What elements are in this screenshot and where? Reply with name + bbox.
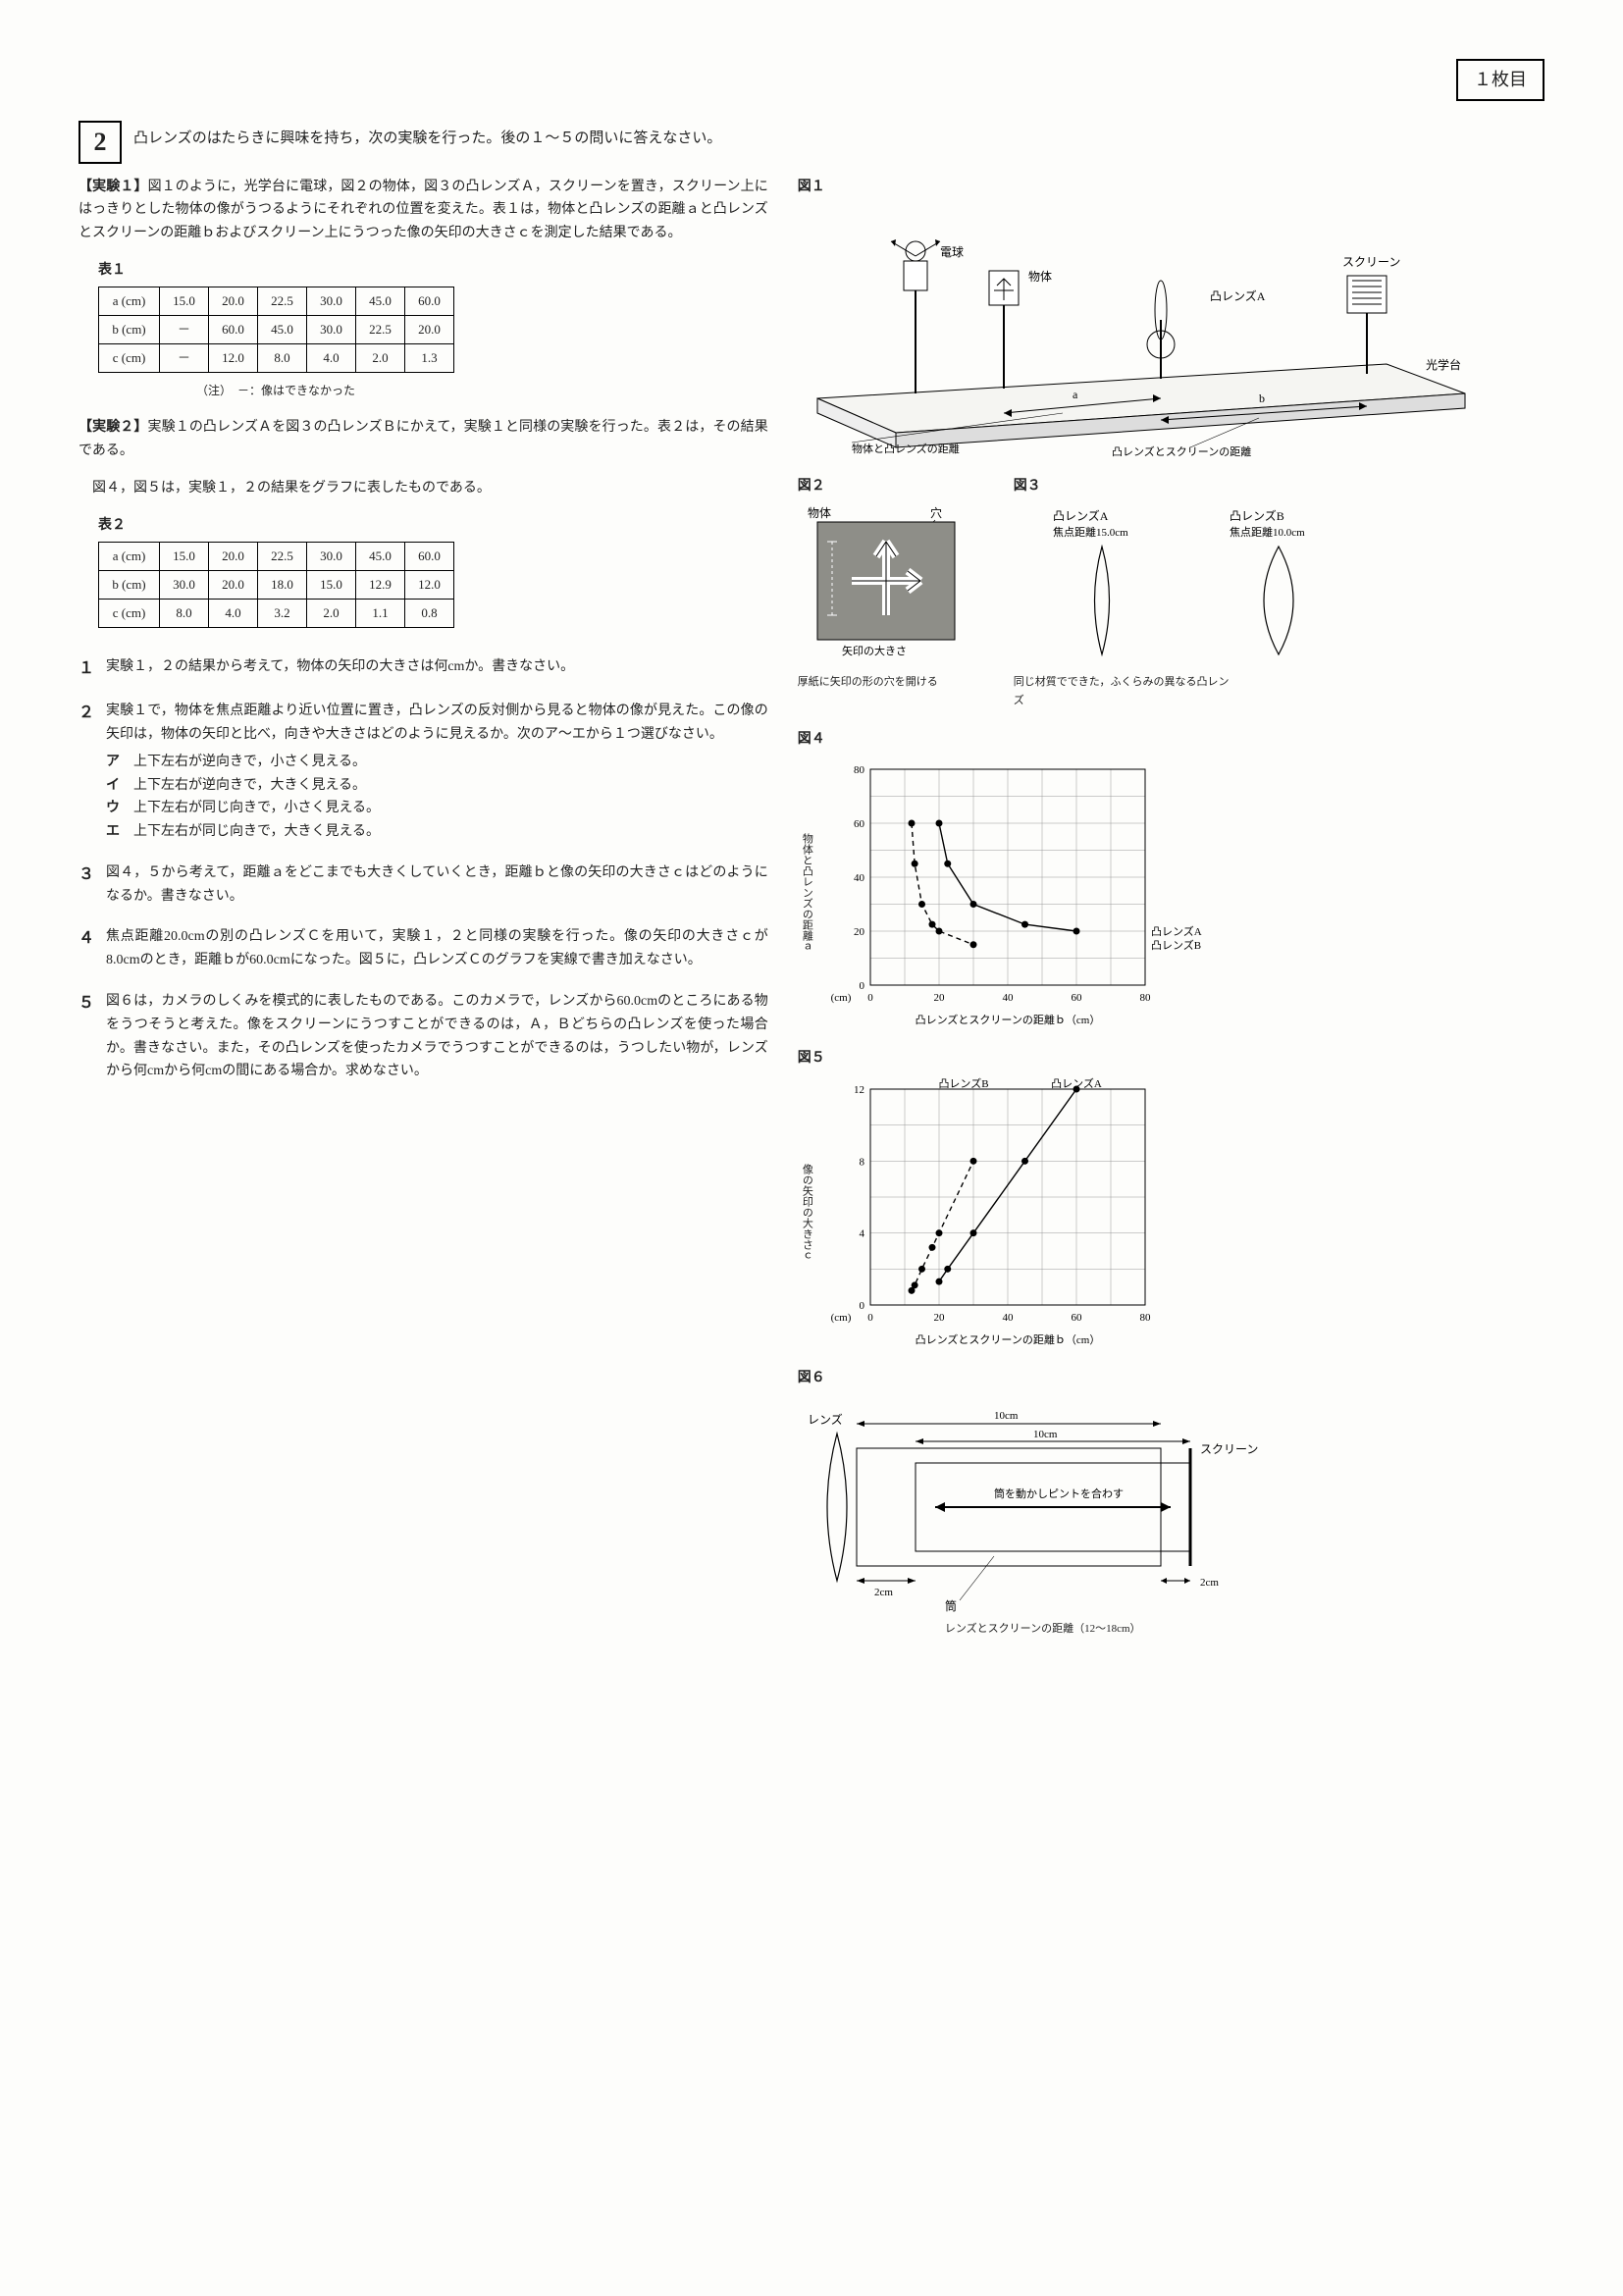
table1: a (cm)15.020.022.530.045.060.0 b (cm)－60… [98, 287, 454, 373]
svg-text:0: 0 [860, 1300, 865, 1312]
svg-text:60: 60 [1072, 1312, 1083, 1324]
svg-text:20: 20 [854, 926, 865, 938]
svg-text:80: 80 [1140, 992, 1152, 1004]
svg-text:筒: 筒 [945, 1598, 957, 1613]
page-tag: １枚目 [1456, 59, 1544, 101]
svg-text:10cm: 10cm [1033, 1429, 1058, 1440]
svg-text:凸レンズとスクリーンの距離ｂ（cm）: 凸レンズとスクリーンの距離ｂ（cm） [916, 1013, 1101, 1026]
svg-text:2cm: 2cm [1200, 1577, 1219, 1589]
svg-text:穴: 穴 [930, 505, 942, 520]
svg-text:焦点距離15.0cm: 焦点距離15.0cm [1053, 525, 1128, 539]
figure-5: 図５ 像の矢印の大きさｃ 02040608004812(cm)凸レンズとスクリー… [798, 1047, 1544, 1349]
svg-text:60: 60 [1072, 992, 1083, 1004]
q1-text: 実験１，２の結果から考えて，物体の矢印の大きさは何cmか。書きなさい。 [106, 655, 768, 682]
svg-text:電球: 電球 [940, 245, 964, 259]
svg-text:0: 0 [868, 1312, 874, 1324]
svg-text:0: 0 [860, 980, 865, 992]
svg-text:10cm: 10cm [994, 1410, 1019, 1422]
q2-num: ２ [79, 700, 106, 844]
svg-text:(cm): (cm) [831, 1312, 852, 1324]
q2-text: 実験１で，物体を焦点距離より近い位置に置き，凸レンズの反対側から見ると物体の像が… [106, 700, 768, 747]
figure-1: 図１ 電球 物体 [798, 176, 1544, 458]
table1-label: 表１ [98, 259, 768, 283]
q1-num: １ [79, 655, 106, 682]
svg-text:80: 80 [1140, 1312, 1152, 1324]
exp2-head: 【実験２】 [79, 420, 148, 435]
q4-num: ４ [79, 925, 106, 972]
q5-text: 図６は，カメラのしくみを模式的に表したものである。このカメラで，レンズから60.… [106, 990, 768, 1083]
svg-text:2cm: 2cm [874, 1587, 893, 1598]
exp1-text: 図１のように，光学台に電球，図２の物体，図３の凸レンズＡ，スクリーンを置き，スク… [79, 180, 768, 241]
svg-text:4: 4 [860, 1228, 865, 1240]
svg-text:凸レンズとスクリーンの距離: 凸レンズとスクリーンの距離 [1112, 444, 1251, 457]
exp1-head: 【実験１】 [79, 180, 148, 194]
svg-text:凸レンズとスクリーンの距離ｂ（cm）: 凸レンズとスクリーンの距離ｂ（cm） [916, 1332, 1101, 1346]
figure-2: 図２ 物体 穴 矢印の大きさ 厚紙に矢印の形の穴を開ける [798, 475, 994, 709]
q3-text: 図４，５から考えて，距離ａをどこまでも大きくしていくとき，距離ｂと像の矢印の大き… [106, 861, 768, 909]
svg-text:a: a [1073, 388, 1078, 401]
q3-num: ３ [79, 861, 106, 909]
svg-text:80: 80 [854, 764, 865, 776]
svg-text:レンズ: レンズ [808, 1412, 843, 1427]
svg-text:物体と凸レンズの距離: 物体と凸レンズの距離 [852, 442, 960, 455]
figure-4: 図４ 物体と凸レンズの距離ａ 020406080020406080(cm)凸レン… [798, 728, 1544, 1030]
chart-4-svg: 0 20 40 60 80 0 20 40 60 80 (cm) 凸レンズとスクリーンの距離ｂ（cm）… [821, 755, 1233, 1029]
table2-label: 表２ [98, 514, 768, 538]
svg-text:凸レンズA: 凸レンズA [1052, 1076, 1103, 1090]
svg-text:40: 40 [1003, 1312, 1015, 1324]
svg-text:40: 40 [854, 872, 865, 884]
table2: a (cm)15.020.022.530.045.060.0 b (cm)30.… [98, 542, 454, 628]
exp2-text2: 図４，図５は，実験１，２の結果をグラフに表したものである。 [79, 477, 768, 500]
svg-text:凸レンズB: 凸レンズB [939, 1076, 989, 1090]
svg-text:凸レンズB: 凸レンズB [1230, 508, 1284, 523]
svg-text:凸レンズB: 凸レンズB [1151, 938, 1201, 952]
svg-text:40: 40 [1003, 992, 1015, 1004]
svg-text:0: 0 [868, 992, 874, 1004]
table1-note: （注） －：像はできなかった [196, 381, 768, 400]
svg-text:スクリーン: スクリーン [1200, 1442, 1258, 1456]
question-number-box: 2 [79, 121, 122, 164]
svg-text:物体: 物体 [808, 506, 831, 520]
chart-5-svg: 0 20 40 60 80 0 4 8 12 (cm) 凸レンズとスクリーンの距離ｂ（cm） 凸レンズ… [821, 1074, 1233, 1349]
svg-text:筒を動かしピントを合わす: 筒を動かしピントを合わす [994, 1487, 1124, 1500]
svg-text:矢印の大きさ: 矢印の大きさ [842, 644, 907, 657]
intro-text: 凸レンズのはたらきに興味を持ち，次の実験を行った。後の１〜５の問いに答えなさい。 [133, 121, 1544, 152]
exp2-text: 実験１の凸レンズＡを図３の凸レンズＢにかえて，実験１と同様の実験を行った。表２は… [79, 420, 768, 458]
svg-text:12: 12 [854, 1084, 864, 1096]
svg-text:凸レンズA: 凸レンズA [1210, 288, 1266, 303]
svg-text:8: 8 [860, 1156, 865, 1168]
svg-text:(cm): (cm) [831, 992, 852, 1004]
svg-text:物体: 物体 [1028, 270, 1052, 284]
svg-text:スクリーン: スクリーン [1342, 255, 1400, 269]
svg-text:焦点距離10.0cm: 焦点距離10.0cm [1230, 525, 1305, 539]
q4-text: 焦点距離20.0cmの別の凸レンズＣを用いて，実験１，２と同様の実験を行った。像… [106, 925, 768, 972]
svg-text:凸レンズA: 凸レンズA [1053, 508, 1109, 523]
figure-3: 図３ 凸レンズA 焦点距離15.0cm 凸レンズB 焦点距離10.0cm 同じ材… [1014, 475, 1544, 709]
svg-text:凸レンズA: 凸レンズA [1151, 924, 1202, 938]
svg-text:b: b [1259, 391, 1265, 405]
svg-text:光学台: 光学台 [1426, 357, 1461, 372]
svg-text:20: 20 [934, 992, 946, 1004]
q5-num: ５ [79, 990, 106, 1083]
svg-text:60: 60 [854, 818, 865, 830]
svg-text:20: 20 [934, 1312, 946, 1324]
figure-6: 図６ レンズ スクリーン 10cm 10cm [798, 1367, 1544, 1638]
